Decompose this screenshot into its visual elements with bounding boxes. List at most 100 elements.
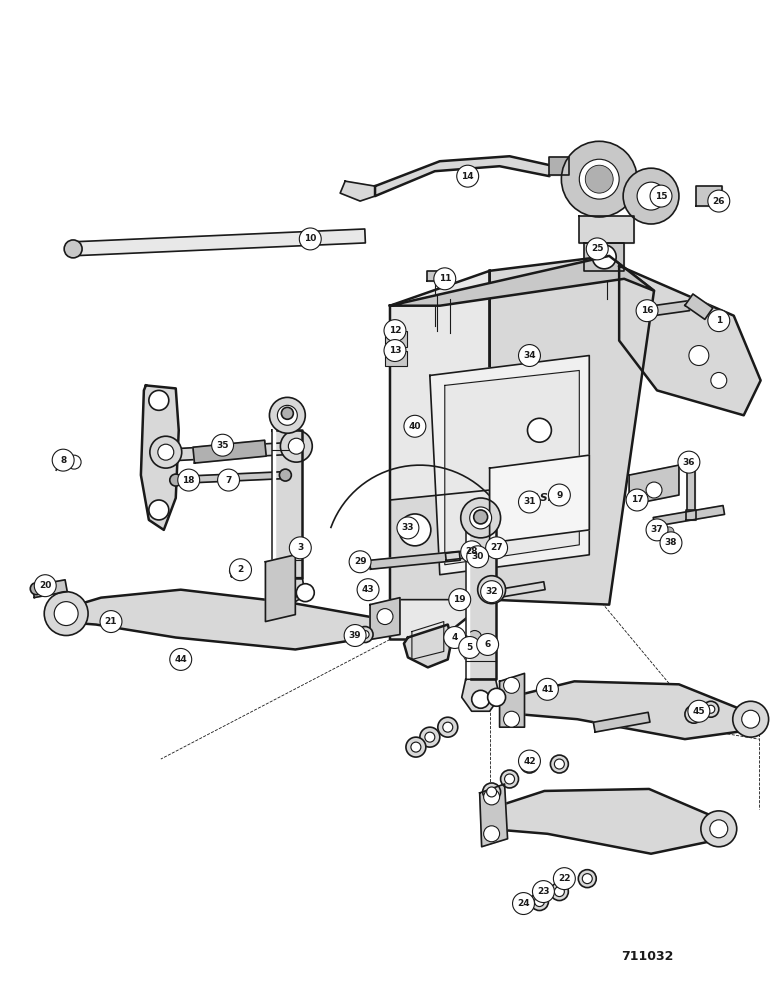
Circle shape: [472, 690, 489, 708]
Polygon shape: [175, 472, 286, 484]
Circle shape: [646, 519, 668, 541]
Circle shape: [689, 346, 709, 365]
Polygon shape: [499, 673, 524, 727]
Text: 1: 1: [716, 316, 722, 325]
Circle shape: [443, 722, 452, 732]
Text: 34: 34: [523, 351, 536, 360]
Circle shape: [486, 537, 507, 559]
Polygon shape: [273, 430, 303, 578]
Circle shape: [636, 300, 658, 322]
Circle shape: [397, 517, 419, 539]
Text: 32: 32: [486, 587, 498, 596]
Text: 36: 36: [682, 458, 695, 467]
Circle shape: [685, 705, 703, 723]
Polygon shape: [489, 455, 589, 543]
Circle shape: [281, 407, 293, 419]
Text: 14: 14: [462, 172, 474, 181]
Text: 28: 28: [466, 547, 478, 556]
Circle shape: [550, 755, 568, 773]
Text: 9: 9: [556, 491, 563, 500]
Circle shape: [149, 390, 169, 410]
Circle shape: [280, 430, 312, 462]
Polygon shape: [56, 590, 388, 649]
Polygon shape: [430, 356, 589, 575]
Text: 18: 18: [182, 476, 195, 485]
Polygon shape: [266, 555, 296, 622]
Polygon shape: [579, 216, 634, 243]
Polygon shape: [507, 681, 757, 739]
Polygon shape: [462, 679, 499, 711]
Circle shape: [486, 787, 496, 797]
Circle shape: [399, 514, 431, 546]
Polygon shape: [491, 582, 545, 599]
Text: 40: 40: [408, 422, 422, 431]
Polygon shape: [489, 256, 654, 605]
Polygon shape: [594, 712, 650, 732]
Circle shape: [703, 701, 719, 717]
Circle shape: [384, 340, 406, 362]
Circle shape: [290, 537, 311, 559]
Circle shape: [530, 510, 550, 530]
Circle shape: [548, 484, 571, 506]
Text: 25: 25: [591, 244, 604, 253]
Polygon shape: [445, 548, 490, 560]
Circle shape: [357, 627, 373, 642]
Circle shape: [289, 438, 304, 454]
Text: 30: 30: [472, 552, 484, 561]
Circle shape: [52, 449, 74, 471]
Circle shape: [468, 631, 482, 644]
Polygon shape: [390, 271, 489, 639]
Polygon shape: [390, 490, 489, 600]
Circle shape: [701, 811, 736, 847]
Text: 12: 12: [389, 326, 401, 335]
Circle shape: [485, 583, 499, 597]
Bar: [385, 351, 407, 366]
Circle shape: [500, 770, 519, 788]
Circle shape: [688, 700, 709, 722]
Circle shape: [100, 611, 122, 633]
Circle shape: [483, 826, 499, 842]
Circle shape: [269, 397, 305, 433]
Polygon shape: [404, 625, 452, 667]
Polygon shape: [584, 243, 624, 271]
Text: 11: 11: [438, 274, 451, 283]
Polygon shape: [448, 636, 469, 648]
Text: 6: 6: [485, 640, 491, 649]
Circle shape: [474, 510, 488, 524]
Circle shape: [742, 710, 760, 728]
Bar: [385, 331, 407, 347]
Text: 44: 44: [174, 655, 187, 664]
Text: 13: 13: [389, 346, 401, 355]
Circle shape: [678, 451, 700, 473]
Circle shape: [708, 190, 730, 212]
Circle shape: [482, 783, 500, 801]
Polygon shape: [375, 156, 554, 196]
Text: 7: 7: [225, 476, 232, 485]
Circle shape: [481, 581, 503, 603]
Text: 45: 45: [692, 707, 705, 716]
Circle shape: [218, 469, 239, 491]
Circle shape: [554, 868, 575, 890]
Circle shape: [520, 755, 538, 773]
Text: 15: 15: [655, 192, 667, 201]
Circle shape: [483, 789, 499, 805]
Text: 3: 3: [297, 543, 303, 552]
Circle shape: [212, 434, 234, 456]
Circle shape: [349, 551, 371, 573]
Circle shape: [44, 592, 88, 636]
Polygon shape: [370, 551, 460, 569]
Circle shape: [361, 631, 369, 638]
Text: 38: 38: [665, 538, 677, 547]
Circle shape: [733, 701, 769, 737]
Polygon shape: [619, 266, 760, 415]
Circle shape: [34, 575, 56, 597]
Circle shape: [157, 444, 174, 460]
Circle shape: [67, 455, 81, 469]
Text: 711032: 711032: [621, 950, 673, 963]
Circle shape: [279, 469, 291, 481]
Circle shape: [277, 405, 297, 425]
Circle shape: [300, 228, 321, 250]
Text: 20: 20: [39, 581, 52, 590]
Circle shape: [296, 584, 314, 602]
Circle shape: [170, 474, 181, 486]
